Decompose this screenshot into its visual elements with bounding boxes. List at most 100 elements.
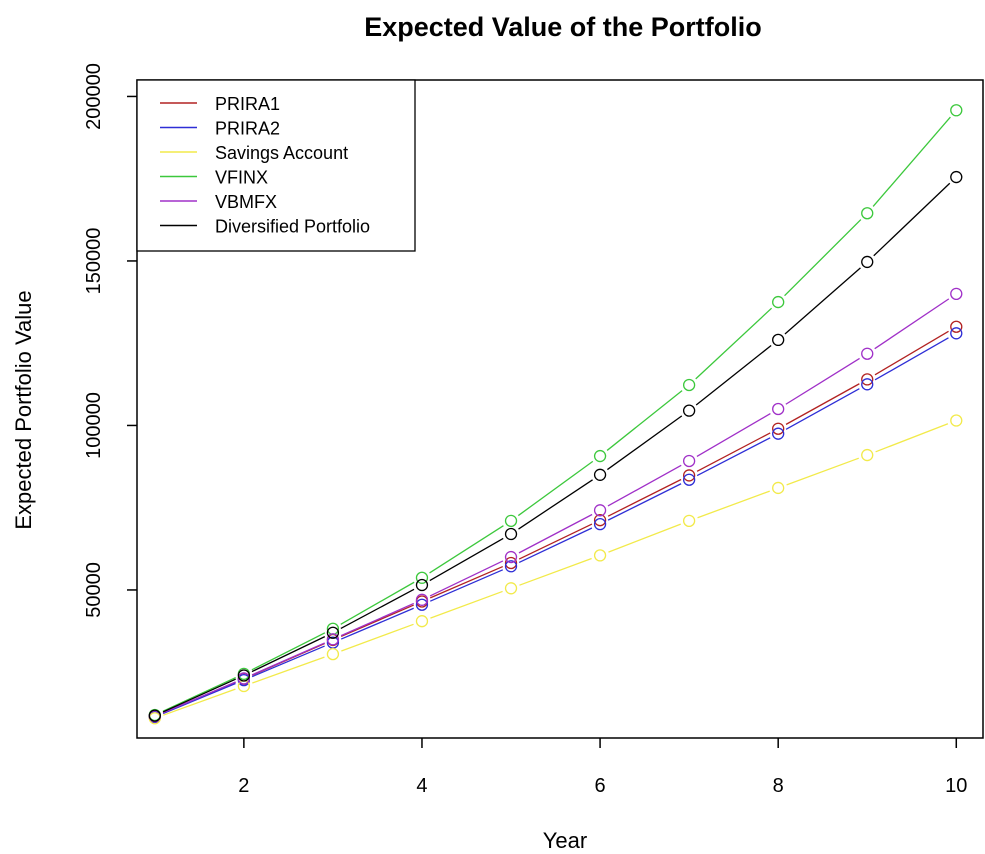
series-line-segment — [429, 525, 504, 574]
series-line-segment — [607, 483, 682, 521]
data-point — [504, 527, 518, 541]
series-line-segment — [786, 457, 860, 486]
data-point — [593, 504, 607, 517]
data-point — [682, 378, 696, 392]
series-line-segment — [429, 560, 504, 597]
data-point — [415, 615, 429, 628]
series-line-segment — [784, 219, 862, 297]
series-line-segment — [875, 423, 949, 453]
data-point — [950, 320, 963, 333]
data-point — [950, 414, 963, 427]
series-line-segment — [784, 267, 861, 335]
data-point — [504, 582, 518, 595]
series-line-segment — [340, 604, 414, 637]
data-point — [148, 709, 161, 722]
plot-frame — [136, 79, 984, 739]
series-line-segment — [785, 357, 860, 405]
series-line-segment — [340, 581, 415, 625]
series-line-segment — [518, 479, 593, 530]
x-tick-label-1: 4 — [416, 775, 427, 797]
series-line-segment — [518, 523, 593, 560]
series-4 — [148, 287, 963, 723]
series-line-segment — [606, 415, 683, 471]
data-point — [237, 672, 251, 685]
series-line-segment — [340, 607, 414, 640]
data-point — [682, 469, 696, 482]
data-point — [950, 287, 963, 301]
legend-label-4: VBMFX — [215, 192, 277, 212]
series-line-segment — [785, 383, 860, 425]
legend-label-0: PRIRA1 — [215, 94, 280, 114]
data-point — [861, 373, 874, 386]
x-axis-label: Year — [543, 828, 587, 853]
series-line-segment — [162, 677, 236, 712]
series-line-segment — [340, 588, 415, 630]
series-line-segment — [340, 602, 415, 637]
data-point — [326, 647, 340, 661]
series-line-segment — [518, 513, 593, 554]
data-point — [861, 255, 874, 269]
data-point — [772, 295, 785, 309]
series-line-segment — [162, 682, 236, 715]
series-line-segment — [517, 460, 594, 517]
data-point — [950, 327, 963, 340]
legend-label-1: PRIRA2 — [215, 119, 280, 139]
x-tick-label-0: 2 — [238, 775, 249, 797]
data-point — [593, 549, 607, 562]
data-point — [861, 378, 874, 391]
series-line-segment — [430, 590, 503, 619]
data-point — [772, 402, 785, 416]
data-point — [415, 593, 429, 606]
data-point — [861, 347, 874, 360]
series-line-segment — [872, 116, 951, 207]
series-line-segment — [251, 632, 326, 671]
series-line-segment — [874, 337, 949, 381]
data-point — [682, 404, 696, 417]
data-point — [861, 207, 874, 220]
data-point — [682, 454, 696, 468]
data-point — [415, 571, 429, 584]
series-line-segment — [251, 642, 325, 676]
series-line-segment — [696, 432, 771, 472]
data-point — [504, 560, 518, 573]
legend: PRIRA1 PRIRA2 Savings Account VFINX VBMFX Div… — [136, 79, 416, 252]
series-5 — [148, 170, 963, 722]
data-point — [504, 556, 518, 570]
y-tick-label-1: 100000 — [83, 392, 105, 459]
series-line-segment — [695, 344, 772, 406]
data-point — [237, 669, 251, 682]
series-2 — [148, 414, 963, 725]
data-point — [772, 422, 785, 435]
series-3 — [148, 104, 963, 722]
data-point — [326, 633, 340, 646]
legend-box — [136, 79, 416, 252]
series-line-segment — [873, 182, 951, 257]
data-point — [504, 514, 518, 528]
y-tick-label-2: 150000 — [83, 228, 105, 295]
legend-label-2: Savings Account — [215, 143, 348, 163]
legend-label-3: VFINX — [215, 168, 268, 188]
data-point — [950, 104, 963, 117]
series-line-segment — [162, 681, 236, 714]
series-line-segment — [429, 565, 504, 599]
series-line-segment — [429, 537, 504, 582]
series-line-segment — [251, 636, 326, 673]
series-line-segment — [874, 330, 949, 376]
series-line-segment — [251, 645, 325, 678]
data-point — [861, 448, 874, 462]
x-tick-label-3: 8 — [773, 775, 784, 797]
series-line-segment — [608, 523, 681, 553]
series-1 — [148, 327, 963, 724]
series-line-segment — [252, 656, 325, 684]
series-line-segment — [606, 390, 683, 451]
y-tick-label-3: 200000 — [83, 63, 105, 130]
series-line-segment — [874, 298, 950, 350]
data-point — [593, 468, 607, 481]
series-line-segment — [162, 678, 236, 713]
data-point — [950, 170, 963, 184]
series-line-segment — [518, 527, 593, 564]
series-line-segment — [607, 478, 682, 517]
data-point — [682, 514, 696, 528]
data-point — [326, 626, 340, 639]
